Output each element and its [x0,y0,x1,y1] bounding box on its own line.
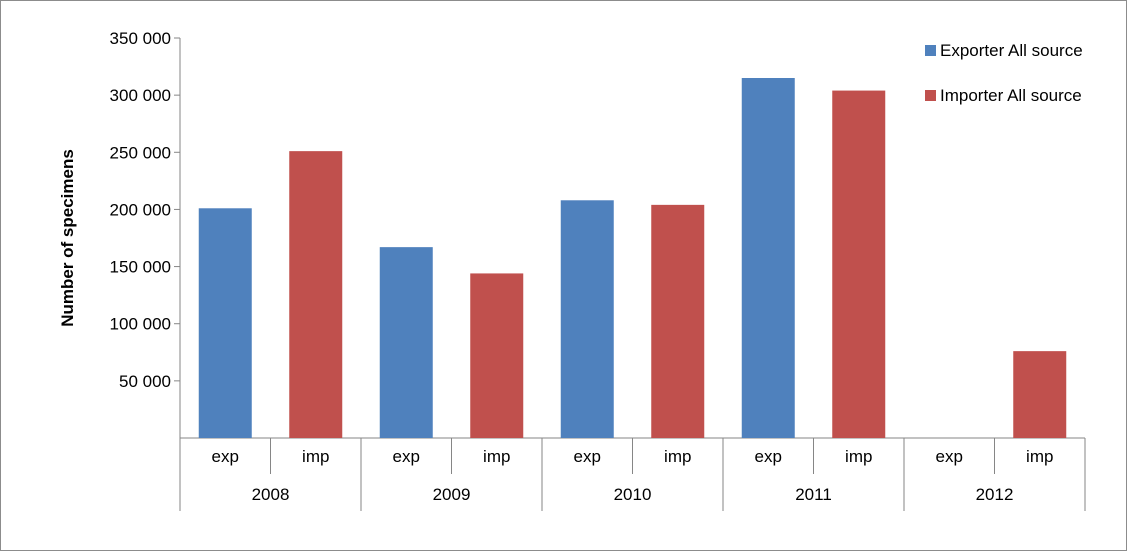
legend-label: Importer All source [940,86,1082,105]
bar [651,204,705,438]
y-tick-label: 150 000 [110,258,171,277]
x-sub-label: exp [212,447,239,466]
y-tick-label: 350 000 [110,29,171,48]
y-tick-label: 300 000 [110,86,171,105]
x-year-label: 2009 [433,485,471,504]
y-tick-labels: 50 000 100 000 150 000 200 000 250 000 300 00… [110,29,171,391]
y-tick-label: 50 000 [119,372,171,391]
bar [741,78,795,438]
bar [832,90,886,439]
x-sub-label: imp [845,447,872,466]
x-sub-label: exp [393,447,420,466]
x-sub-label: exp [755,447,782,466]
x-sub-label: imp [302,447,329,466]
x-sub-label: exp [936,447,963,466]
y-axis-label: Number of specimens [58,149,77,327]
y-tick-label: 250 000 [110,143,171,162]
x-year-label: 2012 [976,485,1014,504]
legend-swatch [925,45,936,56]
x-year-label: 2008 [252,485,290,504]
y-tick-label: 100 000 [110,315,171,334]
x-sub-label: exp [574,447,601,466]
bar [198,208,252,438]
x-year-label: 2010 [614,485,652,504]
x-sub-label: imp [1026,447,1053,466]
y-tick-label: 200 000 [110,200,171,219]
bar [379,247,433,438]
legend: Exporter All source Importer All source [925,41,1083,105]
legend-swatch [925,90,936,101]
bar [560,200,614,438]
x-sub-label: imp [664,447,691,466]
bar [289,151,343,438]
x-sub-label: imp [483,447,510,466]
bar [470,273,524,438]
x-category-labels: exp imp exp imp exp imp exp imp exp imp 2008 2009 20… [212,447,1054,504]
bar [1013,351,1067,438]
x-year-label: 2011 [795,485,832,504]
legend-label: Exporter All source [940,41,1083,60]
bars [198,78,1067,439]
